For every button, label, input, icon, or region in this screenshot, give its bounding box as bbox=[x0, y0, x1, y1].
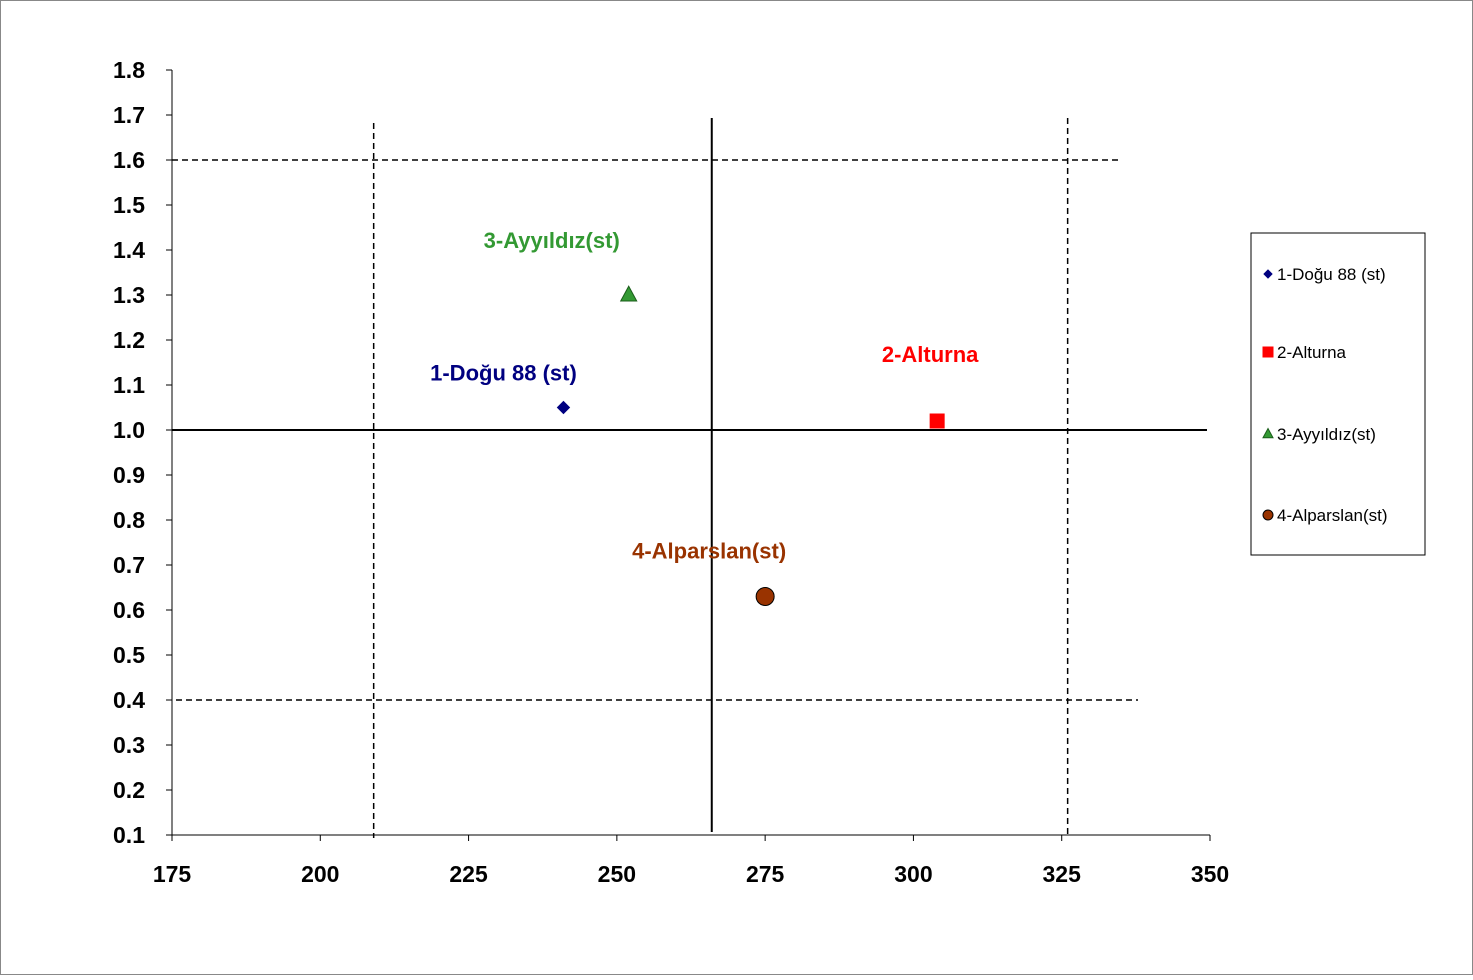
legend-marker-1 bbox=[1263, 269, 1273, 279]
data-point-3 bbox=[619, 285, 638, 302]
legend: 1-Doğu 88 (st) 2-Alturna 3-Ayyıldız(st) 4-A… bbox=[1250, 232, 1426, 556]
x-tick-label: 325 bbox=[1043, 861, 1082, 887]
y-tick-label: 1.1 bbox=[113, 372, 145, 398]
x-tick-label: 200 bbox=[301, 861, 339, 887]
legend-marker-4 bbox=[1262, 509, 1274, 521]
y-tick-label: 0.9 bbox=[113, 462, 145, 488]
y-tick-label: 0.4 bbox=[113, 687, 145, 713]
y-tick-label: 0.2 bbox=[113, 777, 145, 803]
data-point-2 bbox=[929, 413, 945, 429]
legend-item-label: 3-Ayyıldız(st) bbox=[1277, 425, 1376, 444]
y-tick-label: 0.1 bbox=[113, 822, 145, 848]
data-point-label: 4-Alparslan(st) bbox=[632, 539, 786, 564]
y-tick-label: 1.0 bbox=[113, 417, 145, 443]
y-tick-label: 1.5 bbox=[113, 192, 145, 218]
data-point-label: 1-Doğu 88 (st) bbox=[430, 361, 577, 386]
x-tick-label: 225 bbox=[449, 861, 488, 887]
y-tick-label: 1.3 bbox=[113, 282, 145, 308]
y-tick-label: 1.6 bbox=[113, 147, 145, 173]
legend-item-label: 2-Alturna bbox=[1277, 343, 1347, 362]
y-tick-label: 0.7 bbox=[113, 552, 145, 578]
y-tick-label: 1.2 bbox=[113, 327, 145, 353]
y-tick-label: 1.7 bbox=[113, 102, 145, 128]
data-point-label: 3-Ayyıldız(st) bbox=[484, 228, 620, 253]
legend-box bbox=[1250, 232, 1426, 556]
y-tick-label: 0.6 bbox=[113, 597, 145, 623]
plot-area: 0.1 0.2 0.3 0.4 0.5 0.6 0.7 0.8 0.9 1.0 1.1 1.2 1.3 1… bbox=[113, 57, 1229, 887]
legend-marker-2 bbox=[1262, 346, 1274, 358]
data-point-label: 2-Alturna bbox=[882, 342, 979, 367]
x-tick-label: 250 bbox=[598, 861, 636, 887]
data-point-1 bbox=[556, 400, 571, 415]
y-tick-label: 1.8 bbox=[113, 57, 145, 83]
x-tick-label: 350 bbox=[1191, 861, 1229, 887]
y-tick-label: 0.5 bbox=[113, 642, 145, 668]
y-tick-label: 0.8 bbox=[113, 507, 145, 533]
legend-item-label: 4-Alparslan(st) bbox=[1277, 506, 1388, 525]
x-tick-label: 300 bbox=[894, 861, 932, 887]
x-tick-label: 175 bbox=[153, 861, 192, 887]
y-tick-label: 0.3 bbox=[113, 732, 145, 758]
y-tick-label: 1.4 bbox=[113, 237, 145, 263]
x-tick-label: 275 bbox=[746, 861, 785, 887]
data-point-4 bbox=[755, 587, 775, 606]
legend-marker-3 bbox=[1262, 427, 1274, 439]
legend-item-label: 1-Doğu 88 (st) bbox=[1277, 265, 1386, 284]
